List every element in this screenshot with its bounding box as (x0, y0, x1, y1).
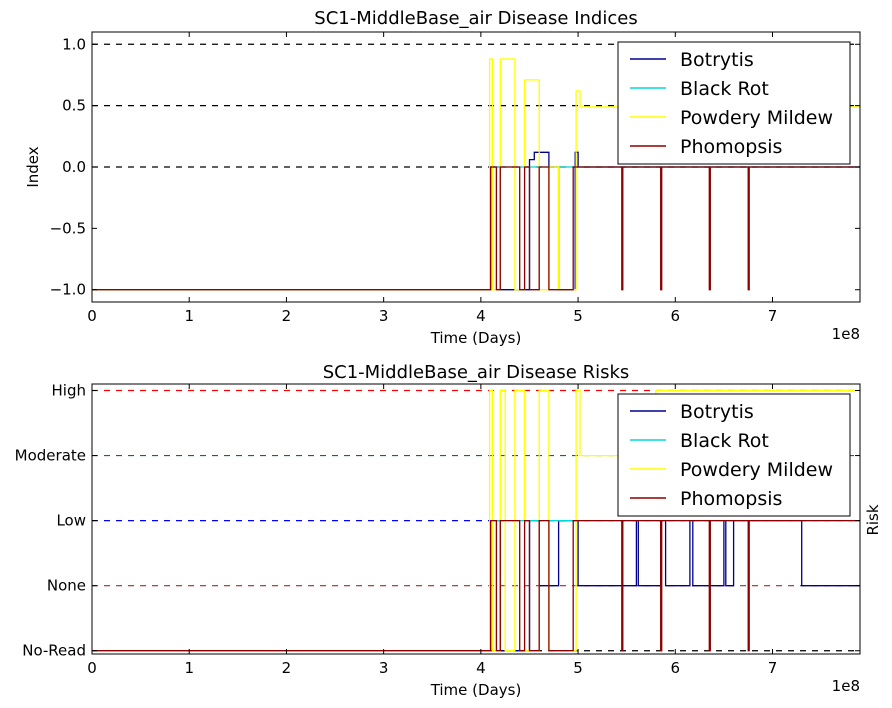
y-tick-label: 0.5 (62, 97, 86, 115)
y-tick-label: 1.0 (62, 35, 86, 53)
legend-label: Phomopsis (680, 488, 782, 510)
legend: Botrytis Black Rot Powdery Mildew Phomopsis (617, 393, 851, 517)
series-line-powdery-mildew (92, 58, 860, 291)
y-tick-label: Moderate (15, 447, 86, 465)
plot-area: 0 1 2 3 4 5 6 7 No-Read None Low Moderate High Botryt… (15, 382, 861, 677)
y-tick-label: High (52, 382, 86, 400)
x-axis-label: Time (Days) (430, 681, 522, 699)
x-tick-label: 3 (379, 659, 389, 677)
legend-label: Botrytis (680, 49, 754, 71)
y-tick-label: −0.5 (50, 219, 86, 237)
x-tick-label: 4 (476, 659, 486, 677)
y-tick-label: 0.0 (62, 158, 86, 176)
y-tick-label: Low (56, 512, 86, 530)
y-tick-label: No-Read (22, 642, 86, 660)
x-tick-label: 0 (87, 307, 97, 325)
legend-label: Phomopsis (680, 136, 782, 158)
x-tick-label: 6 (671, 659, 681, 677)
chart-title: SC1-MiddleBase_air Disease Risks (323, 362, 630, 383)
legend-box (617, 41, 851, 165)
y-axis-label: Risk (864, 504, 882, 535)
legend-box (617, 393, 851, 517)
y-tick-label: None (47, 577, 86, 595)
series-line-phomopsis (92, 519, 860, 652)
x-tick-label: 5 (573, 659, 583, 677)
y-axis-label: Index (24, 146, 42, 187)
x-tick-label: 1 (184, 307, 194, 325)
x-tick-label: 7 (768, 307, 778, 325)
x-tick-label: 3 (379, 307, 389, 325)
x-tick-label: 1 (184, 659, 194, 677)
legend-label: Powdery Mildew (680, 107, 833, 129)
x-tick-label: 2 (282, 307, 292, 325)
y-tick-label: −1.0 (50, 281, 86, 299)
x-tick-label: 4 (476, 307, 486, 325)
x-offset-label: 1e8 (832, 325, 860, 343)
x-offset-label: 1e8 (832, 677, 860, 695)
x-tick-label: 0 (87, 659, 97, 677)
x-tick-label: 6 (671, 307, 681, 325)
risks-chart: SC1-MiddleBase_air Disease Risks 0 1 2 3 4 5 6… (15, 362, 882, 699)
indices-chart: SC1-MiddleBase_air Disease Indices 0 1 2 3 4… (24, 8, 861, 347)
x-axis-label: Time (Days) (430, 329, 522, 347)
legend: Botrytis Black Rot Powdery Mildew Phomopsis (617, 41, 851, 165)
legend-label: Black Rot (680, 430, 769, 452)
legend-label: Botrytis (680, 401, 754, 423)
x-tick-label: 2 (282, 659, 292, 677)
legend-label: Black Rot (680, 78, 769, 100)
x-tick-label: 7 (768, 659, 778, 677)
legend-label: Powdery Mildew (680, 459, 833, 481)
x-tick-label: 5 (573, 307, 583, 325)
plot-area: 0 1 2 3 4 5 6 7 −1.0 −0.5 0.0 0.5 1.0 Botrytis Black R… (50, 31, 861, 325)
series-line-phomopsis (92, 166, 860, 291)
chart-title: SC1-MiddleBase_air Disease Indices (314, 8, 637, 29)
axes-frame (91, 383, 861, 655)
